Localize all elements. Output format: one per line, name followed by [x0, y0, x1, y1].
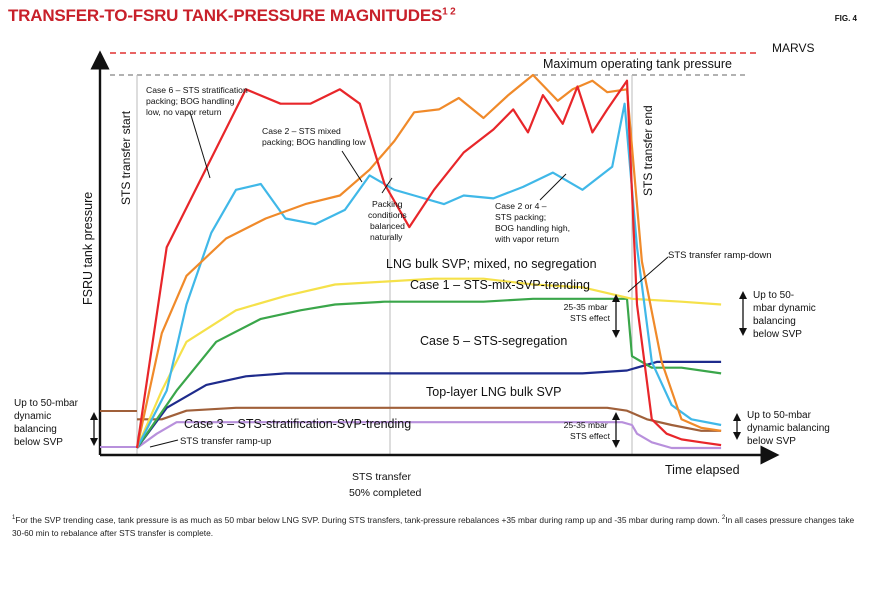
lng-bulk-svp-label: LNG bulk SVP; mixed, no segregation — [386, 257, 597, 271]
series-line-3 — [135, 277, 722, 449]
rampup-leader — [149, 439, 179, 448]
max-operating-label: Maximum operating tank pressure — [543, 57, 732, 71]
case24-annotation: Case 2 or 4 – STS packing; BOG handling … — [494, 201, 572, 244]
rampdown-label: STS transfer ramp-down — [668, 250, 771, 261]
effect-lower-annotation: 25-35 mbar STS effect — [564, 420, 611, 441]
sts-mid-label-line2: 50% completed — [349, 487, 422, 499]
effect-arrow-lower-head2 — [612, 440, 620, 448]
balance-arrow-right-lower-head2 — [733, 432, 741, 440]
balance-right-upper-annotation: Up to 50- mbar dynamic balancing below S… — [753, 290, 819, 340]
case6-annotation: Case 6 – STS stratification packing; BOG… — [146, 85, 250, 117]
balance-arrow-left-head2 — [90, 438, 98, 446]
top-layer-label: Top-layer LNG bulk SVP — [426, 385, 561, 399]
marvs-label: MARVS — [772, 41, 814, 55]
effect-arrow-lower-head1 — [612, 412, 620, 420]
footnote-text-2: In all cases pressure changes take 30-60… — [12, 514, 855, 538]
series-line-7 — [136, 421, 722, 450]
case24-leader — [539, 173, 567, 201]
effect-arrow-upper-head2 — [612, 330, 620, 338]
series-line-0 — [135, 79, 722, 449]
effect-upper-annotation: 25-35 mbar STS effect — [564, 302, 611, 323]
balance-arrow-right-lower-head1 — [733, 413, 741, 421]
balance-right-lower-annotation: Up to 50-mbar dynamic balancing below SV… — [747, 410, 833, 447]
balance-arrow-right-upper-head1 — [739, 291, 747, 299]
rampdown-leader — [627, 256, 669, 293]
balance-arrow-right-upper-head2 — [739, 328, 747, 336]
balance-arrow-left-head1 — [90, 412, 98, 420]
series-line-1 — [135, 73, 722, 449]
x-axis-label: Time elapsed — [665, 463, 740, 477]
figure-label: FIG. 4 — [834, 14, 857, 23]
y-axis-label: FSRU tank pressure — [81, 192, 95, 305]
effect-arrow-upper-head1 — [612, 294, 620, 302]
packing-leader — [381, 177, 393, 194]
case2-annotation: Case 2 – STS mixed packing; BOG handling… — [262, 126, 366, 147]
sts-start-label: STS transfer start — [119, 110, 133, 205]
chart-title: TRANSFER-TO-FSRU TANK-PRESSURE MAGNITUDE… — [8, 6, 456, 25]
sts-end-label: STS transfer end — [641, 105, 655, 196]
series-line-2 — [136, 102, 722, 449]
packing-annotation: Packing conditions balanced naturally — [368, 199, 409, 242]
series-group — [135, 73, 722, 450]
footnote-text-1: For the SVP trending case, tank pressure… — [15, 514, 720, 525]
sts-mid-label-line1: STS transfer — [352, 471, 411, 483]
case2-leader — [341, 150, 363, 183]
series-line-6 — [137, 406, 722, 432]
case3-label: Case 3 – STS-stratification-SVP-trending — [184, 417, 411, 431]
rampup-label: STS transfer ramp-up — [180, 436, 271, 447]
footnote: 1For the SVP trending case, tank pressur… — [12, 514, 855, 538]
case1-label: Case 1 – STS-mix-SVP-trending — [410, 278, 590, 292]
balance-left-annotation: Up to 50-mbar dynamic balancing below SV… — [14, 398, 81, 448]
case5-label: Case 5 – STS-segregation — [420, 334, 567, 348]
series-line-4 — [136, 297, 722, 449]
case6-leader — [189, 111, 211, 179]
